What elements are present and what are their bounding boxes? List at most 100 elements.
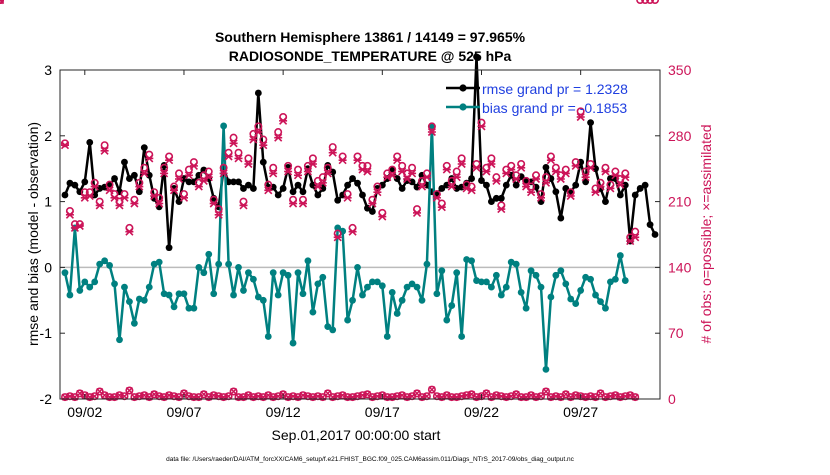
axis-layer: -2 -1 0 1 2 3 0 70 140 210 280 350 09/02 09/07 09/12 09…: [40, 62, 692, 420]
bias-point: [557, 267, 565, 275]
obs-low-possible: [383, 393, 392, 402]
obs-assimilated-marker: [626, 237, 635, 246]
bias-point: [398, 296, 406, 304]
obs-possible-marker: [229, 133, 238, 142]
rmse-point: [274, 191, 282, 199]
obs-low-count-marker: [229, 387, 238, 396]
bias-point: [284, 271, 292, 279]
obs-low-count-marker: [427, 385, 436, 394]
y-left-tick-label: 2: [44, 128, 52, 144]
rmse-point: [254, 89, 262, 97]
obs-low-assimilated-stroke: [125, 387, 133, 394]
obs-assimilated-marker: [447, 182, 456, 191]
bias-point: [269, 269, 277, 277]
obs-assimilated-marker: [378, 212, 387, 221]
obs-low-assimilated-stroke: [512, 390, 520, 398]
bias-point: [324, 323, 332, 331]
rmse-point: [126, 175, 133, 182]
obs-possible-marker: [363, 161, 372, 170]
bias-point: [140, 296, 148, 304]
obs-low-assimilated-stroke: [324, 389, 332, 397]
bias-point: [205, 250, 213, 258]
bias-point: [349, 296, 356, 304]
obs-assimilated-marker: [254, 127, 263, 137]
obs-low-possible: [412, 389, 422, 398]
obs-assimilated-marker: [492, 176, 501, 185]
obs-possible-marker: [269, 163, 278, 172]
obs-assimilated-marker: [120, 193, 129, 202]
rmse-point: [488, 198, 495, 206]
obs-low-assimilated-stroke: [428, 386, 436, 394]
obs-possible-marker: [651, 0, 660, 4]
x-tick-label: 09/17: [365, 404, 400, 420]
obs-low-assimilated-stroke: [339, 391, 347, 399]
rmse-point: [314, 191, 322, 199]
y-left-tick-label: 0: [44, 259, 52, 275]
obs-assimilated-marker: [546, 156, 555, 165]
obs-possible-marker: [105, 180, 114, 189]
y-left-tick-label: 3: [44, 62, 52, 78]
bias-point: [388, 289, 396, 296]
bias-point: [240, 287, 247, 294]
y-right-tick-label: 350: [668, 62, 692, 78]
obs-assimilated-marker: [65, 210, 74, 219]
rmse-point: [86, 138, 94, 146]
bias-point: [408, 280, 416, 288]
rmse-point: [492, 194, 500, 202]
obs-low-assimilated-stroke: [200, 390, 208, 398]
obs-low-assimilated-stroke: [76, 389, 84, 397]
obs-assimilated-marker: [289, 199, 298, 208]
rmse-point: [497, 194, 505, 202]
obs-low-possible: [596, 389, 605, 398]
rmse-point: [646, 221, 654, 229]
obs-assimilated-marker: [353, 156, 362, 165]
bias-point: [81, 278, 89, 286]
obs-low-count-marker: [0, 0, 4, 4]
obs-low-assimilated-stroke: [562, 390, 570, 398]
bias-point: [602, 304, 609, 312]
x-tick-label: 09/22: [464, 404, 499, 420]
bias-point: [423, 260, 431, 268]
y-right-tick-label: 280: [668, 128, 692, 144]
obs-possible-marker: [175, 169, 184, 178]
obs-assimilated-marker: [338, 156, 347, 165]
obs-assimilated-marker: [408, 169, 417, 178]
rmse-point: [398, 185, 406, 192]
rmse-point: [279, 185, 287, 192]
obs-assimilated-marker: [621, 173, 630, 182]
bias-point: [200, 269, 208, 277]
bias-point: [344, 316, 352, 324]
obs-assimilated-marker: [125, 227, 134, 236]
obs-assimilated-marker: [541, 178, 551, 187]
obs-assimilated-marker: [269, 169, 278, 178]
rmse-point: [180, 175, 188, 182]
bias-point: [433, 290, 441, 298]
rmse-point: [81, 178, 89, 186]
rmse-point: [259, 158, 267, 166]
obs-assimilated-marker: [452, 173, 461, 182]
bias-point: [502, 283, 510, 291]
bias-point: [592, 291, 599, 299]
obs-possible-marker: [447, 176, 456, 185]
rmse-point: [121, 158, 128, 166]
obs-possible-marker: [581, 167, 590, 176]
bias-point: [483, 278, 490, 286]
obs-assimilated-marker: [333, 233, 342, 242]
rmse-point: [502, 181, 510, 189]
rmse-point: [393, 175, 401, 182]
obs-possible-marker: [234, 148, 243, 157]
obs-possible-marker: [259, 135, 268, 144]
rmse-point: [71, 181, 79, 189]
obs-low-assimilated-stroke: [101, 391, 109, 399]
obs-assimilated-marker: [472, 163, 481, 172]
rmse-point: [631, 191, 639, 199]
chart-title-line1: Southern Hemisphere 13861 / 14149 = 97.9…: [215, 29, 526, 45]
bias-point: [359, 291, 366, 299]
rmse-point: [468, 175, 475, 182]
bias-point: [403, 283, 411, 291]
bias-point: [175, 290, 183, 298]
rmse-point: [478, 177, 485, 184]
legend: rmse grand pr = 1.2328 bias grand pr = -…: [446, 81, 628, 116]
x-tick-label: 09/12: [266, 404, 301, 420]
obs-assimilated-marker: [631, 233, 640, 242]
